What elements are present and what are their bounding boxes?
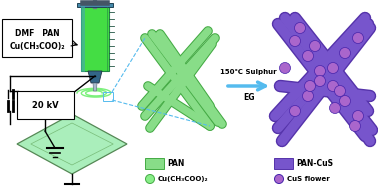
Circle shape (314, 76, 325, 86)
Polygon shape (88, 71, 102, 83)
Circle shape (335, 86, 345, 97)
FancyBboxPatch shape (274, 158, 293, 169)
Polygon shape (81, 7, 109, 71)
Circle shape (294, 23, 305, 33)
Circle shape (279, 62, 291, 73)
Text: Cu(CH₃COO)₂: Cu(CH₃COO)₂ (158, 176, 209, 182)
Circle shape (274, 174, 284, 184)
FancyBboxPatch shape (2, 19, 72, 57)
Circle shape (327, 62, 339, 73)
Circle shape (327, 81, 339, 92)
Text: 150℃ Sulphur: 150℃ Sulphur (220, 69, 277, 75)
Text: Cu(CH₃COO)₂: Cu(CH₃COO)₂ (9, 41, 65, 51)
Text: PAN-CuS: PAN-CuS (296, 158, 333, 168)
Polygon shape (82, 26, 108, 71)
Circle shape (339, 95, 350, 107)
Circle shape (305, 81, 316, 92)
Text: CuS flower: CuS flower (287, 176, 330, 182)
Polygon shape (77, 3, 113, 7)
Polygon shape (93, 83, 97, 91)
Circle shape (302, 51, 313, 62)
Circle shape (290, 105, 301, 116)
Circle shape (339, 47, 350, 59)
Circle shape (302, 91, 313, 102)
Text: EG: EG (243, 92, 254, 102)
Circle shape (353, 110, 364, 121)
Circle shape (350, 121, 361, 132)
Circle shape (146, 174, 155, 184)
Text: DMF   PAN: DMF PAN (15, 28, 59, 38)
Circle shape (310, 41, 321, 52)
Text: 20 kV: 20 kV (32, 100, 58, 110)
Polygon shape (17, 114, 127, 174)
Circle shape (314, 65, 325, 76)
FancyBboxPatch shape (17, 91, 74, 119)
Circle shape (353, 33, 364, 44)
FancyBboxPatch shape (144, 158, 164, 169)
Circle shape (330, 102, 341, 113)
Text: PAN: PAN (167, 158, 184, 168)
Circle shape (290, 36, 301, 46)
